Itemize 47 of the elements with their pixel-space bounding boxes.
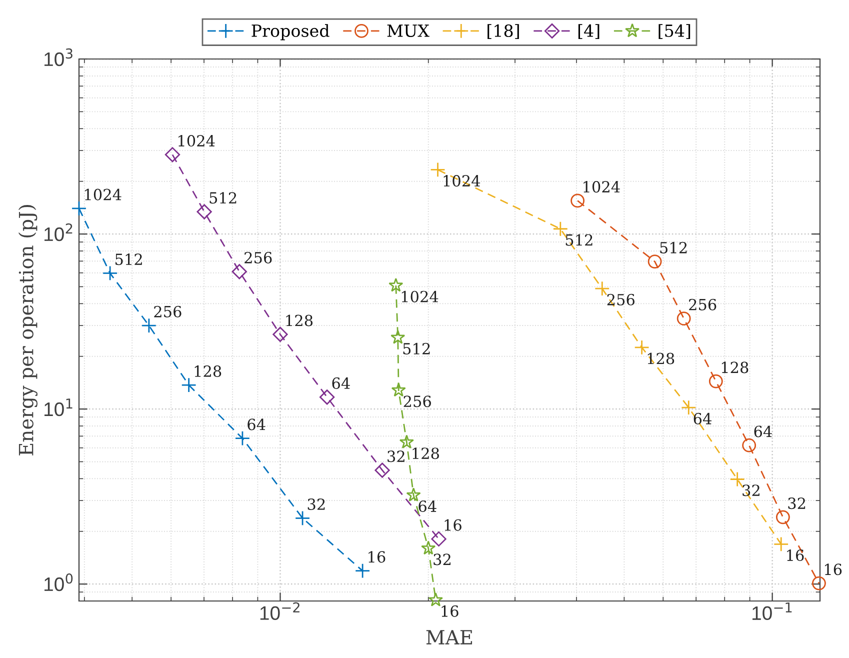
annotation: 32 [788, 498, 806, 510]
annotation: 128 [194, 365, 222, 377]
annotation: 512 [210, 192, 236, 204]
y-tick-label: 10$^{1}$ [44, 398, 72, 416]
legend-label: MUX [387, 24, 430, 38]
annotation: 256 [404, 396, 431, 408]
annotation: 256 [154, 306, 182, 318]
annotation: 256 [607, 294, 635, 306]
x-axis-title: MAE [426, 630, 472, 644]
annotation: 1024 [584, 181, 620, 193]
x-tick-label: 10$^{−2}$ [260, 602, 300, 620]
annotation: 16 [787, 549, 804, 562]
legend-label: Proposed [252, 24, 330, 40]
annotation: 32 [308, 498, 325, 510]
annotation: 16 [442, 605, 458, 617]
annotation: 32 [742, 484, 760, 496]
annotation: 32 [388, 450, 404, 462]
annotation: 256 [244, 252, 272, 264]
legend-label: [18] [488, 24, 519, 39]
annotation: 1024 [402, 290, 438, 302]
annotation: 16 [368, 551, 386, 563]
annotation: 64 [248, 418, 266, 430]
annotation: 1024 [178, 135, 215, 147]
annotation: 32 [434, 554, 450, 566]
annotation: 64 [418, 500, 436, 512]
y-tick-label: 10$^{3}$ [44, 48, 72, 66]
annotation: 64 [754, 426, 772, 438]
annotation: 1024 [444, 175, 480, 187]
annotation: 16 [444, 519, 462, 531]
annotation: 64 [694, 412, 712, 424]
annotation: 128 [722, 362, 748, 374]
annotation: 1024 [85, 188, 122, 200]
annotation: 64 [332, 377, 350, 389]
annotation: 16 [825, 564, 842, 576]
annotation: 256 [689, 298, 716, 310]
y-tick-label: 10$^{2}$ [44, 223, 72, 242]
y-axis-title: Energy per operation (pJ) [18, 205, 38, 456]
y-tick-label: 10$^{0}$ [44, 573, 73, 592]
annotation: 128 [286, 314, 313, 326]
annotation: 512 [116, 254, 142, 266]
annotation: 512 [660, 242, 687, 254]
legend-label: [54] [658, 24, 690, 39]
x-tick-label: 10$^{−1}$ [752, 602, 792, 620]
annotation: 128 [412, 448, 439, 460]
annotation: 512 [403, 342, 430, 354]
legend-label: [4] [578, 24, 600, 39]
annotation: 512 [566, 234, 592, 246]
